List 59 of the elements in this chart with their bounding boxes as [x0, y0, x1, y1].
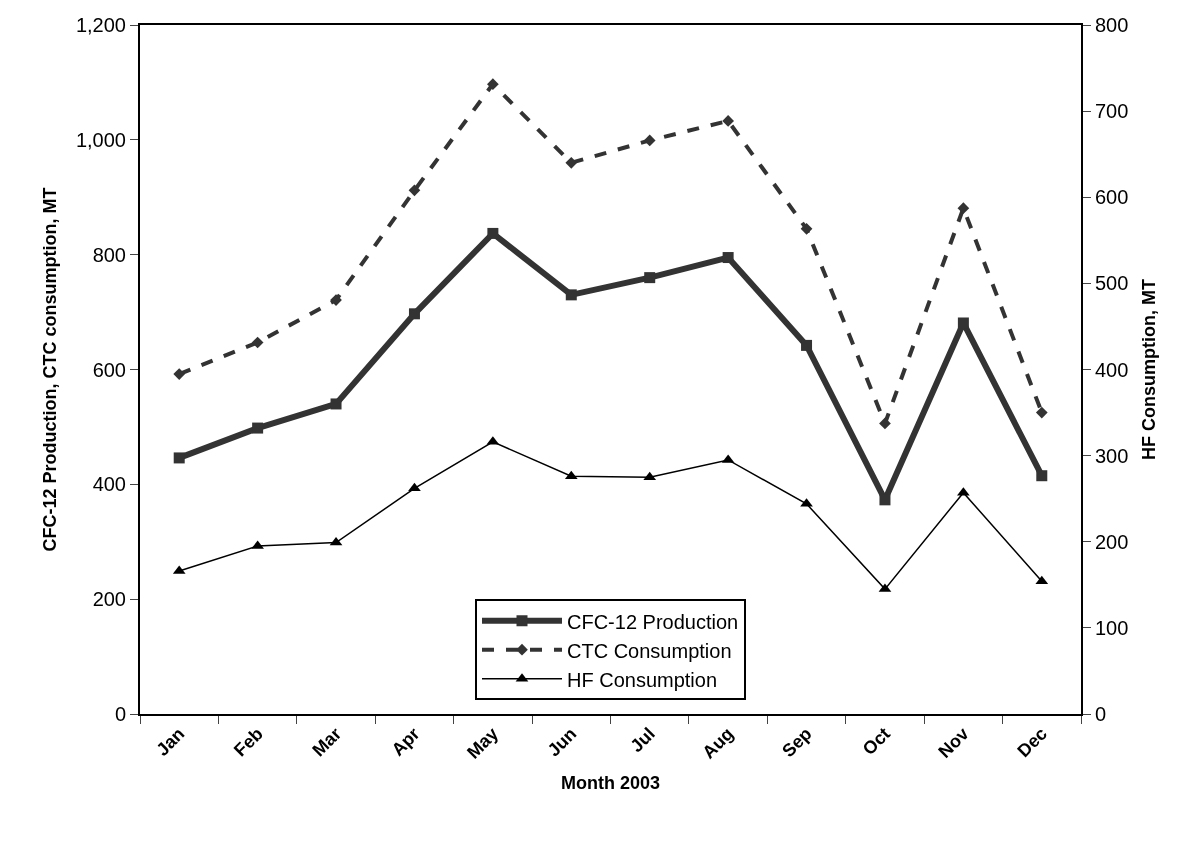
- point: [644, 272, 656, 284]
- y2-tick-label: 600: [1095, 186, 1129, 209]
- x-tick-label: Dec: [1013, 723, 1051, 762]
- point: [722, 115, 734, 127]
- point: [722, 252, 734, 264]
- y2-tick-label: 200: [1095, 530, 1129, 553]
- y2-tick-label: 300: [1095, 444, 1129, 467]
- legend-label: HF Consumption: [567, 668, 718, 691]
- point: [173, 452, 185, 464]
- point: [879, 494, 891, 506]
- x-tick-label: Aug: [698, 723, 738, 763]
- point: [1035, 575, 1049, 585]
- point: [487, 227, 499, 239]
- legend-label: CFC-12 Production: [567, 610, 739, 633]
- y-tick-label: 0: [114, 703, 126, 725]
- y-tick-label: 800: [92, 243, 126, 266]
- legend-label: CTC Consumption: [567, 639, 732, 662]
- point: [801, 339, 813, 351]
- x-tick-label: Nov: [934, 723, 973, 762]
- x-tick-label: Jul: [626, 723, 659, 757]
- point: [408, 482, 421, 492]
- y2-tick-label: 100: [1095, 616, 1129, 639]
- x-tick-label: Apr: [387, 723, 424, 760]
- point: [408, 184, 421, 197]
- y2-tick-label: 800: [1095, 14, 1129, 36]
- x-tick-label: Jan: [152, 723, 189, 760]
- x-axis-title: Month 2003: [560, 773, 661, 794]
- point: [330, 398, 342, 410]
- point: [1035, 406, 1048, 419]
- y2-tick-label: 0: [1095, 703, 1107, 725]
- x-tick-label: Feb: [230, 723, 267, 761]
- y-tick-label: 1,000: [75, 128, 126, 151]
- y-axis-title: CFC-12 Production, CTC consumption, MT: [39, 187, 60, 552]
- y2-tick-label: 500: [1095, 272, 1129, 295]
- y-tick-label: 1,200: [75, 14, 126, 36]
- point: [1036, 470, 1048, 482]
- x-tick-label: Jun: [543, 723, 581, 761]
- y2-axis-title: HF Consumption, MT: [1138, 279, 1159, 460]
- point: [565, 156, 578, 169]
- point: [408, 308, 420, 320]
- point: [800, 222, 813, 235]
- point: [565, 289, 577, 301]
- x-tick-label: Oct: [858, 723, 895, 760]
- point: [957, 317, 969, 329]
- point: [879, 417, 891, 430]
- x-tick-label: Mar: [308, 723, 346, 761]
- point: [564, 470, 578, 480]
- y2-tick-label: 400: [1095, 358, 1129, 381]
- y2-tick-label: 700: [1095, 100, 1129, 123]
- y-tick-label: 400: [92, 473, 126, 496]
- point: [252, 422, 264, 434]
- point: [487, 78, 499, 90]
- point: [251, 336, 264, 349]
- y-tick-label: 600: [92, 358, 126, 381]
- x-tick-label: Sep: [778, 723, 816, 762]
- point: [173, 368, 186, 380]
- point: [957, 202, 970, 215]
- y-tick-label: 200: [92, 588, 126, 611]
- point: [643, 134, 656, 147]
